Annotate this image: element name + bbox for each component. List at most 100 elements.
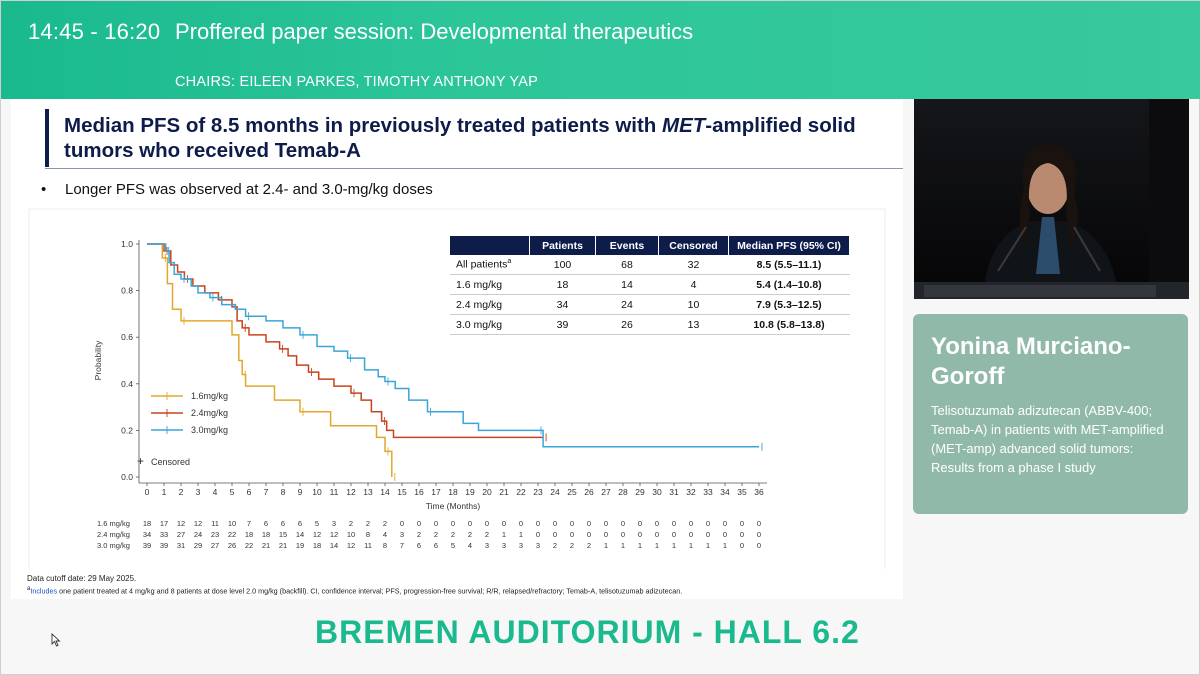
risk-table-value: 18 (143, 519, 151, 528)
risk-table-value: 34 (143, 530, 151, 539)
risk-table-value: 3 (502, 541, 506, 550)
session-chairs: CHAIRS: EILEEN PARKES, TIMOTHY ANTHONY Y… (175, 74, 538, 90)
risk-table-value: 15 (279, 530, 287, 539)
risk-table-label: 2.4 mg/kg (97, 530, 130, 539)
risk-table-value: 12 (194, 519, 202, 528)
risk-table-value: 2 (383, 519, 387, 528)
table-header-median: Median PFS (95% CI) (728, 236, 850, 255)
risk-table-value: 31 (177, 541, 185, 550)
risk-table-value: 0 (485, 519, 489, 528)
table-cell-patients: 39 (529, 314, 596, 335)
x-tick-label: 4 (213, 487, 218, 497)
risk-table-value: 0 (655, 519, 659, 528)
bullet-text: Longer PFS was observed at 2.4- and 3.0-… (65, 181, 433, 198)
risk-table-value: 2 (434, 530, 438, 539)
risk-table-value: 0 (570, 530, 574, 539)
talk-title: Telisotuzumab adizutecan (ABBV-400; Tema… (931, 403, 1164, 475)
slide-title-divider (45, 168, 903, 169)
legend-label: 1.6mg/kg (191, 391, 228, 401)
presentation-slide: Median PFS of 8.5 months in previously t… (11, 99, 903, 599)
x-tick-label: 7 (264, 487, 269, 497)
risk-table-value: 1 (672, 541, 676, 550)
mouse-cursor-icon (51, 633, 61, 647)
table-row: 2.4 mg/kg 34 24 10 7.9 (5.3–12.5) (450, 294, 850, 315)
risk-table-value: 4 (383, 530, 387, 539)
x-tick-label: 30 (652, 487, 662, 497)
x-tick-label: 34 (720, 487, 730, 497)
table-cell-patients: 34 (529, 294, 596, 315)
risk-table-value: 3 (485, 541, 489, 550)
y-tick-label: 0.2 (121, 425, 133, 435)
risk-table-value: 21 (262, 541, 270, 550)
risk-table-value: 2 (553, 541, 557, 550)
x-tick-label: 13 (363, 487, 373, 497)
risk-table-value: 0 (740, 519, 744, 528)
x-tick-label: 28 (618, 487, 628, 497)
risk-table-value: 27 (211, 541, 219, 550)
table-cell-censored: 10 (658, 294, 729, 315)
table-cell-median: 7.9 (5.3–12.5) (728, 294, 850, 315)
y-tick-label: 1.0 (121, 239, 133, 249)
risk-table-value: 1 (502, 530, 506, 539)
risk-table-value: 0 (400, 519, 404, 528)
risk-table-value: 22 (228, 530, 236, 539)
y-axis-label: Probability (93, 340, 103, 380)
x-tick-label: 18 (448, 487, 458, 497)
risk-table-value: 0 (587, 519, 591, 528)
x-tick-label: 19 (465, 487, 475, 497)
risk-table-value: 12 (347, 541, 355, 550)
x-tick-label: 16 (414, 487, 424, 497)
table-cell-patients: 18 (529, 274, 596, 295)
risk-table-value: 0 (740, 530, 744, 539)
x-tick-label: 15 (397, 487, 407, 497)
table-header-censored: Censored (658, 236, 729, 255)
x-tick-label: 24 (550, 487, 560, 497)
risk-table-value: 2 (349, 519, 353, 528)
risk-table-value: 8 (366, 530, 370, 539)
risk-table-value: 1 (621, 541, 625, 550)
risk-table-value: 0 (434, 519, 438, 528)
risk-table-value: 12 (177, 519, 185, 528)
footnote-link[interactable]: Includes (30, 586, 58, 596)
risk-table-value: 0 (689, 519, 693, 528)
risk-table-value: 0 (553, 530, 557, 539)
table-cell-group: 3.0 mg/kg (450, 314, 530, 335)
pfs-table: Patients Events Censored Median PFS (95%… (450, 236, 850, 335)
x-tick-label: 17 (431, 487, 441, 497)
risk-table-value: 0 (536, 519, 540, 528)
speaker-video-image (914, 99, 1189, 299)
risk-table-value: 0 (536, 530, 540, 539)
risk-table-value: 0 (604, 519, 608, 528)
risk-table-value: 1 (655, 541, 659, 550)
risk-table-value: 4 (468, 541, 472, 550)
risk-table-value: 17 (160, 519, 168, 528)
x-tick-label: 22 (516, 487, 526, 497)
risk-table-value: 2 (468, 530, 472, 539)
table-cell-group: 2.4 mg/kg (450, 294, 530, 315)
risk-table-value: 0 (757, 530, 761, 539)
table-row: All patientsa 100 68 32 8.5 (5.5–11.1) (450, 255, 850, 275)
table-row: 1.6 mg/kg 18 14 4 5.4 (1.4–10.8) (450, 274, 850, 295)
risk-table-value: 1 (689, 541, 693, 550)
risk-table-value: 0 (689, 530, 693, 539)
x-tick-label: 5 (230, 487, 235, 497)
table-cell-median: 5.4 (1.4–10.8) (728, 274, 850, 295)
risk-table-value: 0 (672, 519, 676, 528)
risk-table-value: 2 (451, 530, 455, 539)
risk-table-value: 5 (451, 541, 455, 550)
session-title: Proffered paper session: Developmental t… (175, 19, 694, 44)
risk-table-value: 0 (621, 519, 625, 528)
table-cell-censored: 4 (658, 274, 729, 295)
risk-table-value: 39 (143, 541, 151, 550)
table-cell-median: 8.5 (5.5–11.1) (728, 255, 850, 275)
risk-table-value: 2 (417, 530, 421, 539)
x-tick-label: 36 (754, 487, 764, 497)
risk-table-value: 0 (468, 519, 472, 528)
risk-table-value: 0 (553, 519, 557, 528)
risk-table-value: 3 (536, 541, 540, 550)
risk-table-value: 7 (400, 541, 404, 550)
y-tick-label: 0.0 (121, 472, 133, 482)
table-row: 3.0 mg/kg 39 26 13 10.8 (5.8–13.8) (450, 314, 850, 335)
risk-table-value: 8 (383, 541, 387, 550)
table-cell-censored: 13 (658, 314, 729, 335)
